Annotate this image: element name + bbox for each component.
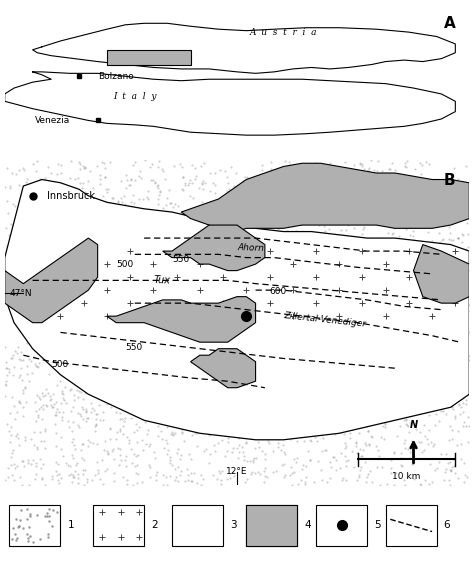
Polygon shape bbox=[107, 297, 255, 342]
Text: N: N bbox=[410, 420, 418, 430]
Text: 3: 3 bbox=[230, 521, 237, 530]
Bar bbox=[246, 505, 297, 546]
Text: 4: 4 bbox=[304, 521, 311, 530]
Text: Tux: Tux bbox=[154, 275, 171, 285]
Text: 6: 6 bbox=[444, 521, 450, 530]
Bar bbox=[9, 505, 61, 546]
Bar bbox=[93, 505, 144, 546]
Text: 2: 2 bbox=[151, 521, 158, 530]
Text: 10 km: 10 km bbox=[392, 472, 421, 481]
Text: 550: 550 bbox=[126, 342, 143, 351]
Polygon shape bbox=[163, 225, 265, 271]
Text: Bolzano: Bolzano bbox=[98, 72, 133, 81]
Text: I  t  a  l  y: I t a l y bbox=[113, 92, 156, 102]
Text: 500: 500 bbox=[51, 360, 68, 369]
Text: 12°E: 12°E bbox=[226, 466, 248, 475]
Text: 600: 600 bbox=[270, 287, 287, 296]
Polygon shape bbox=[5, 238, 98, 323]
Bar bbox=[172, 505, 223, 546]
Polygon shape bbox=[413, 245, 469, 303]
Text: Venezia: Venezia bbox=[35, 116, 70, 125]
Bar bbox=[246, 505, 297, 546]
Text: A  u  s  t  r  i  a: A u s t r i a bbox=[250, 28, 317, 37]
Polygon shape bbox=[5, 179, 469, 440]
Bar bbox=[316, 505, 367, 546]
Text: Innsbruck: Innsbruck bbox=[46, 191, 94, 201]
Text: 1: 1 bbox=[67, 521, 74, 530]
Bar bbox=[107, 50, 191, 64]
Text: Zillertal-Venediger: Zillertal-Venediger bbox=[283, 311, 367, 328]
Text: 550: 550 bbox=[172, 255, 189, 264]
Polygon shape bbox=[181, 163, 469, 232]
Text: 500: 500 bbox=[116, 259, 134, 268]
Text: A: A bbox=[444, 16, 456, 31]
Text: B: B bbox=[444, 173, 456, 188]
Text: 5: 5 bbox=[374, 521, 381, 530]
Text: 47°N: 47°N bbox=[9, 289, 32, 298]
Text: Ahorn: Ahorn bbox=[237, 243, 264, 253]
Polygon shape bbox=[191, 349, 255, 387]
Bar bbox=[386, 505, 437, 546]
